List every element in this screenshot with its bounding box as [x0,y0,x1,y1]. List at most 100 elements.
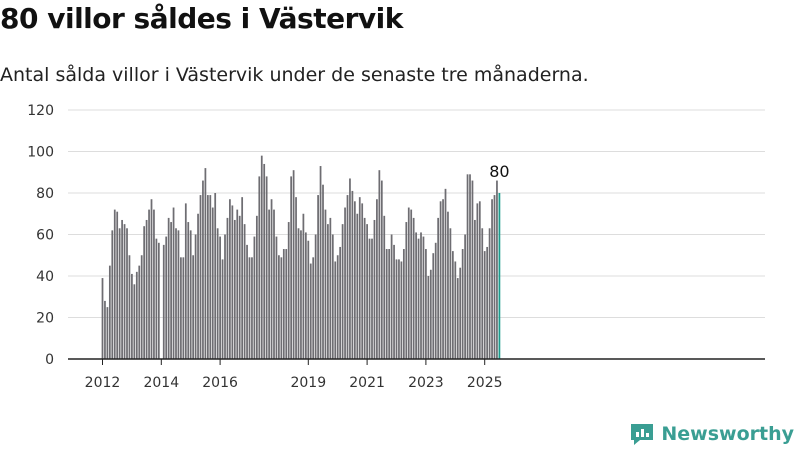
bar [371,238,373,359]
bar [444,188,447,359]
bar [390,234,393,359]
bar [478,201,481,359]
bar [346,195,349,359]
bar [287,222,290,359]
bar [385,249,388,359]
bar [356,213,359,359]
bar [101,278,104,359]
bar [121,219,123,359]
y-tick-label: 120 [27,103,54,119]
bar [265,176,268,359]
bar [184,203,187,360]
bar [219,236,221,359]
bar [177,230,180,359]
bar [334,261,337,359]
bar [162,244,165,360]
bar [496,180,498,359]
bar [383,215,386,359]
bar [376,199,378,359]
y-tick-label: 40 [36,269,54,285]
bar [192,255,195,359]
bar [180,257,182,359]
x-tick-label: 2012 [85,375,121,391]
bar [314,234,317,359]
bar [317,195,319,359]
bar [336,255,339,359]
highlight-callout: 80 [489,162,509,181]
bar [133,284,136,359]
bar [108,265,111,360]
bar [199,195,202,359]
bar [292,170,295,359]
bar [361,203,364,360]
bar [425,249,427,359]
bar [175,228,177,359]
bar [273,209,275,359]
newsworthy-chart-icon [631,424,654,445]
bar [135,271,138,359]
bar [157,242,160,359]
bar [167,217,170,359]
bar [373,219,376,359]
bar [202,180,204,359]
bar [471,180,474,359]
bar [197,213,199,359]
bar [172,207,175,359]
bar [432,253,435,359]
bar [327,224,329,360]
bar [466,174,469,359]
bar [297,228,300,359]
y-tick-label: 0 [45,352,54,368]
x-tick-label: 2014 [143,375,179,391]
bar [270,199,273,359]
bar [429,269,432,359]
bar [307,240,310,359]
bar [258,176,261,359]
bar [216,228,219,359]
bar [295,197,297,359]
bar [243,224,246,360]
bar [442,199,444,359]
bar [434,242,437,359]
bar [395,259,398,359]
bar [368,238,371,359]
bar [456,278,459,359]
bar [437,217,440,359]
bar [148,209,150,359]
bar [275,236,278,359]
bar [300,230,302,359]
bar [486,246,489,359]
bar [206,195,209,359]
bar [253,236,256,359]
newsworthy-logo: Newsworthy [629,420,794,448]
bar [251,257,253,359]
bar [324,209,327,359]
bar [255,215,258,359]
bar [263,163,266,359]
x-tick-label: 2019 [290,375,326,391]
bar [155,238,158,359]
bar [138,265,141,360]
bar [153,209,155,359]
bar [420,232,422,359]
bar [366,224,368,360]
bar [246,244,248,360]
bar [461,249,464,359]
y-tick-label: 20 [36,311,54,327]
bar [427,276,430,359]
bar [339,246,342,359]
bar [290,176,293,359]
bar [145,219,148,359]
bar [224,234,226,359]
bar [113,209,116,359]
bar [454,261,457,359]
bar [469,174,471,359]
bar [422,236,425,359]
bar [278,255,280,359]
x-tick-label: 2025 [467,375,503,391]
bar [402,249,405,359]
bar [464,234,466,359]
bar [187,222,190,359]
bars [101,155,501,360]
bar [189,230,192,359]
